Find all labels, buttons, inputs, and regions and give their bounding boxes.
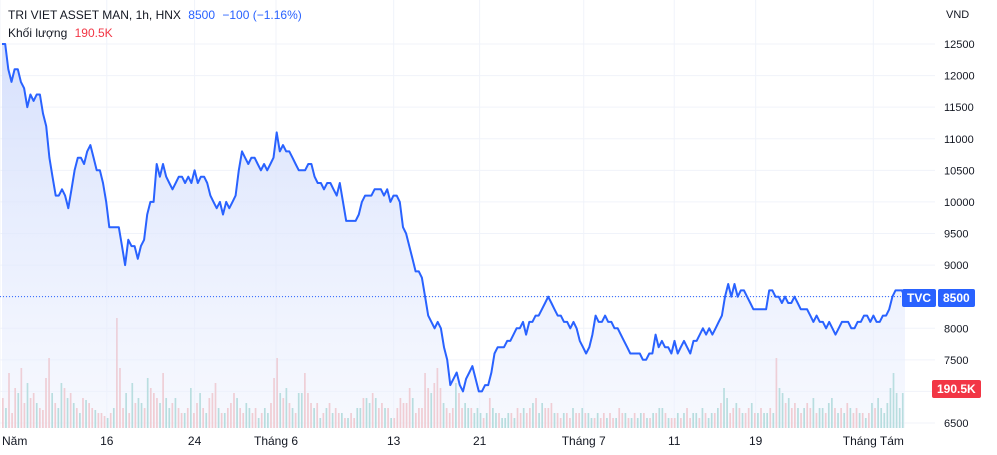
y-tick-label: 8000 [944, 323, 968, 335]
price-change-value: −100 (−1.16%) [222, 8, 302, 22]
y-tick-label: 11500 [944, 102, 974, 114]
price-line [2, 43, 906, 393]
price-axis[interactable]: 6500 7500 8000 9000 9500 10000 10500 11000 11500… [944, 39, 975, 430]
y-tick-label: 9500 [944, 229, 968, 241]
y-tick-label: 12500 [944, 39, 975, 51]
y-tick-label: 11000 [944, 134, 974, 146]
x-tick-label: Tháng Tám [843, 434, 904, 448]
y-tick-label: 6500 [944, 418, 968, 430]
last-volume-tag: 190.5K [932, 380, 981, 398]
last-price-value: 8500 [188, 8, 215, 22]
legend-volume: Khối lượng 190.5K [8, 26, 117, 40]
exchange-tag: TVC [902, 289, 936, 307]
y-tick-label: 12000 [944, 71, 975, 83]
x-tick-label: Tháng 6 [254, 434, 298, 448]
time-axis[interactable]: Năm 16 24 Tháng 6 13 21 Tháng 7 11 19 Tháng Tám [2, 434, 904, 448]
x-tick-label: 21 [473, 434, 487, 448]
legend-main: TRI VIET ASSET MAN, 1h, HNX 8500 −100 (−… [8, 8, 306, 22]
y-tick-label: 10500 [944, 165, 975, 177]
y-tick-label: 9000 [944, 260, 968, 272]
x-tick-label: Tháng 7 [562, 434, 606, 448]
symbol-title[interactable]: TRI VIET ASSET MAN, 1h, HNX [8, 8, 181, 22]
x-tick-label: 11 [668, 434, 681, 448]
x-tick-label: 19 [749, 434, 763, 448]
x-tick-label: 16 [100, 434, 114, 448]
x-tick-label: 24 [188, 434, 202, 448]
last-price-tag: 8500 [938, 289, 975, 307]
x-tick-label: Năm [2, 434, 27, 448]
volume-value: 190.5K [74, 26, 113, 40]
volume-label[interactable]: Khối lượng [8, 26, 68, 40]
x-tick-label: 13 [387, 434, 401, 448]
y-tick-label: 7500 [944, 355, 968, 367]
price-area-fill [2, 44, 905, 428]
currency-label: VND [946, 9, 970, 21]
y-tick-label: 10000 [944, 197, 975, 209]
